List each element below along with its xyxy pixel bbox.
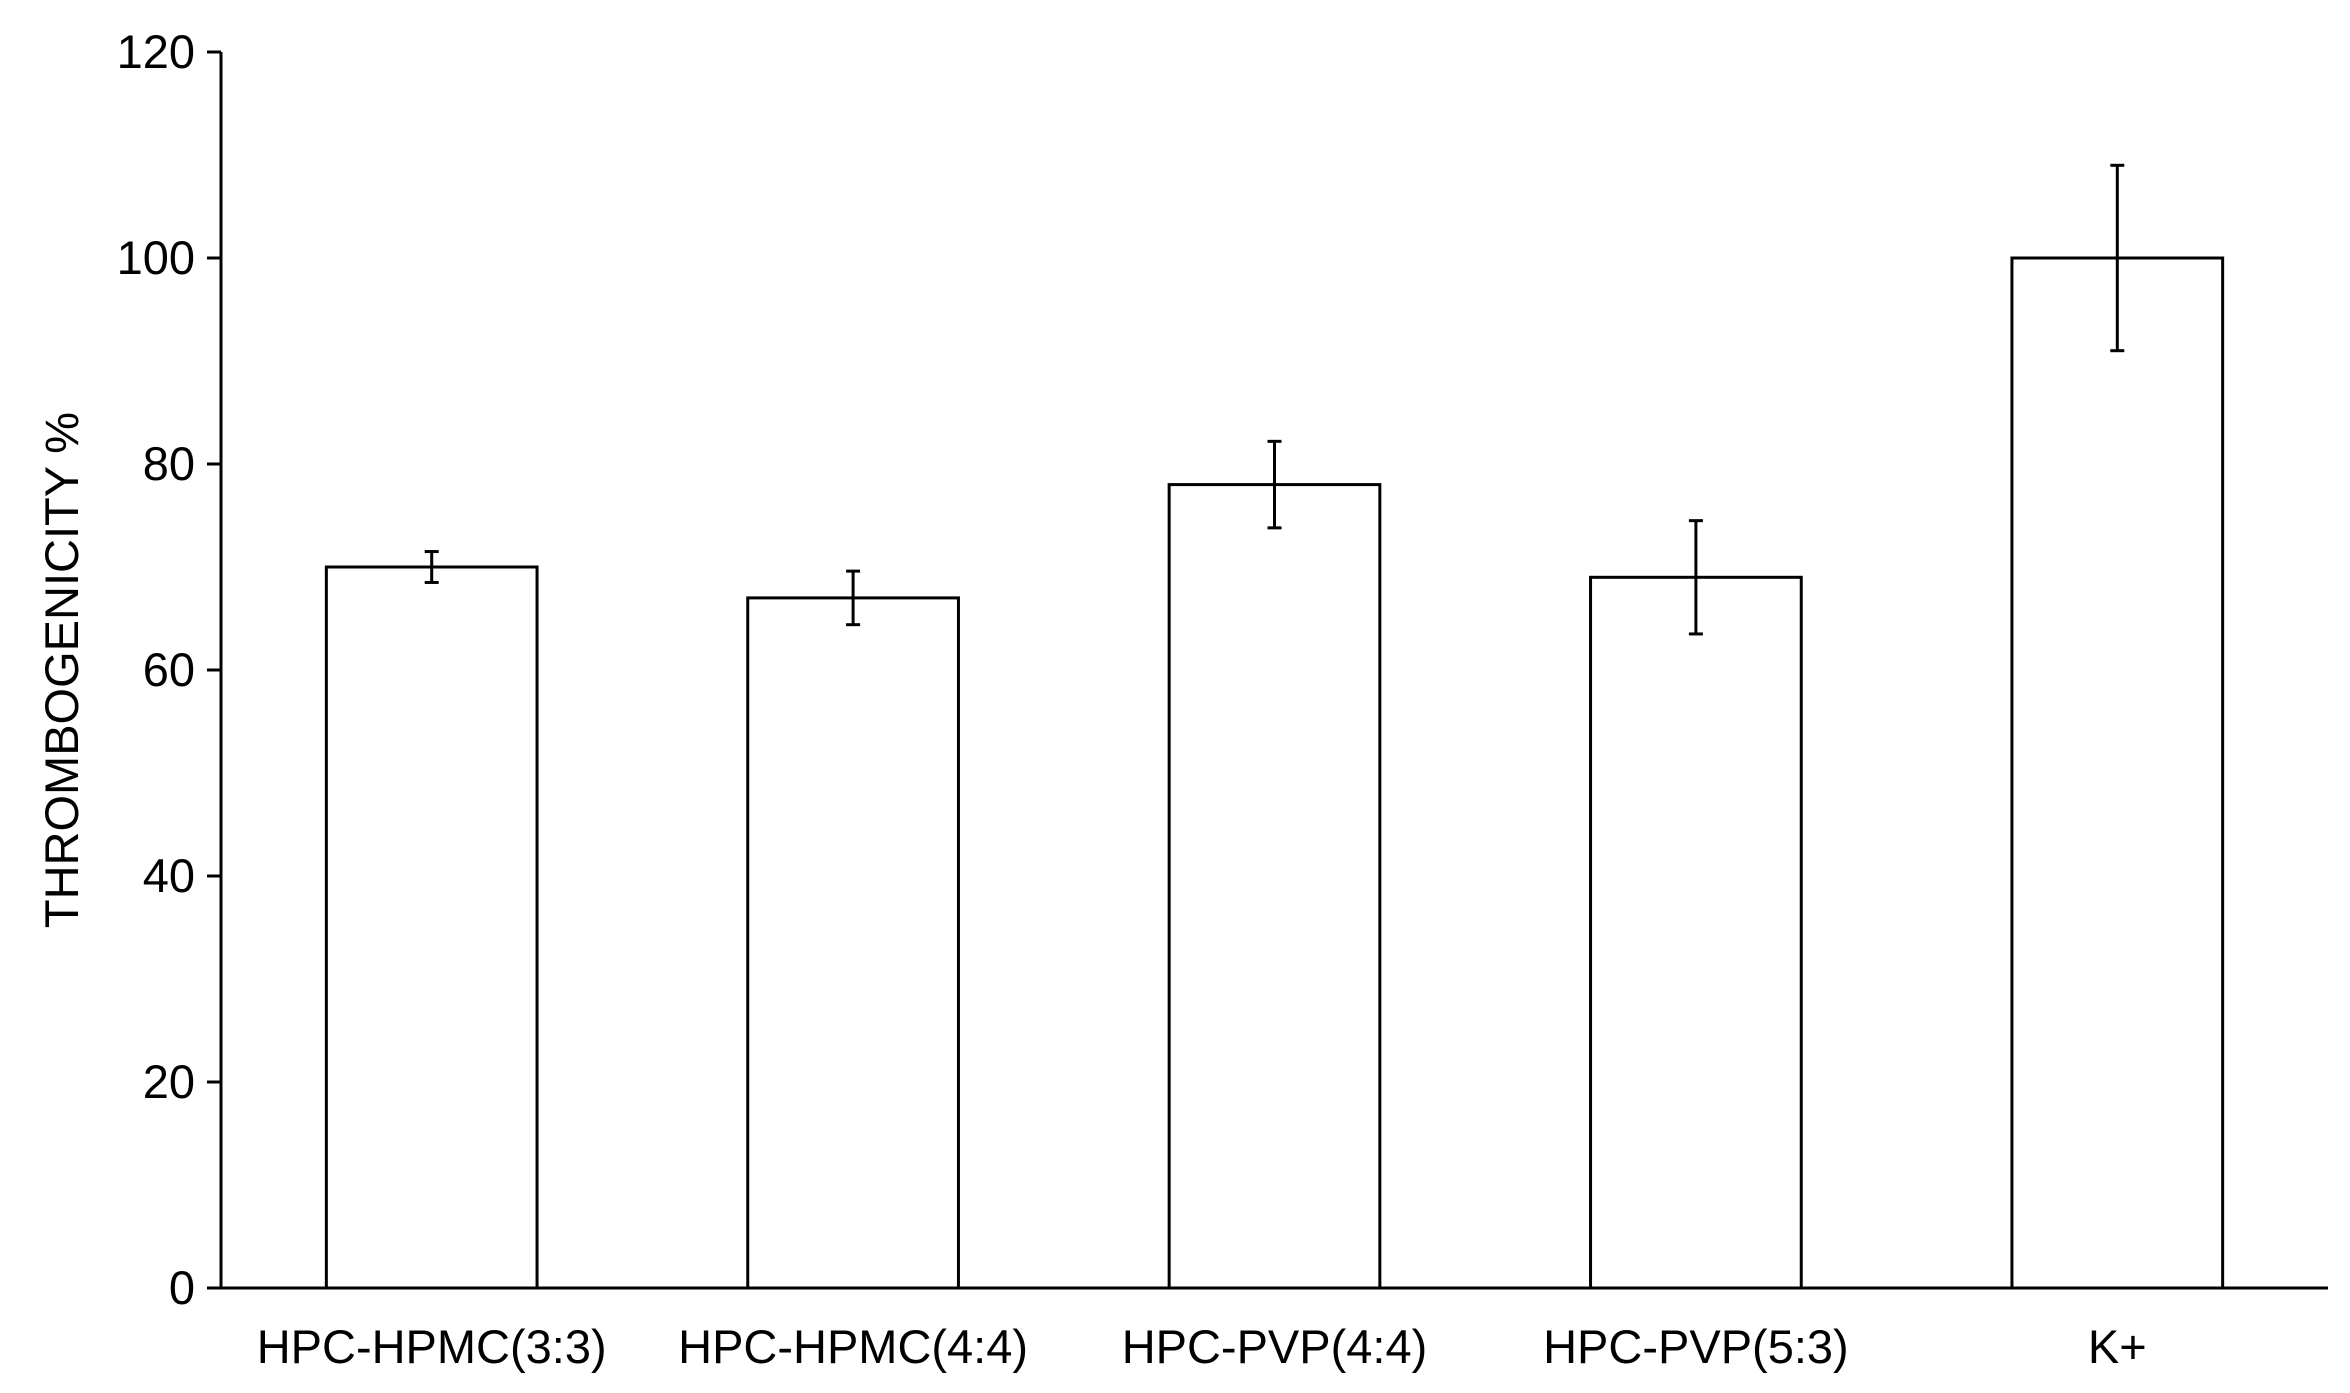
y-tick-label: 0: [169, 1261, 195, 1314]
y-tick-label: 120: [117, 25, 195, 78]
error-bar: [2110, 163, 2125, 353]
y-axis-title: THROMBOGENICITY %: [35, 412, 88, 928]
bar: [1167, 483, 1382, 1290]
error-bar: [424, 550, 439, 584]
error-bar: [1267, 439, 1282, 530]
error-bars-layer: [424, 163, 2125, 636]
bars-layer: [324, 256, 2225, 1290]
y-tick-label: 60: [143, 643, 195, 696]
bar: [746, 596, 960, 1290]
y-tick-label: 100: [117, 231, 195, 284]
x-category-label: HPC-HPMC(4:4): [678, 1320, 1028, 1373]
x-category-label: K+: [2088, 1320, 2147, 1373]
y-ticks-layer: 0 20 40 60 80 100 120: [117, 25, 221, 1314]
bar: [1589, 575, 1803, 1290]
x-labels-layer: HPC-HPMC(3:3) HPC-HPMC(4:4) HPC-PVP(4:4) HP…: [257, 1320, 2147, 1373]
x-category-label: HPC-PVP(4:4): [1122, 1320, 1428, 1373]
y-tick-label: 20: [143, 1055, 195, 1108]
x-category-label: HPC-HPMC(3:3): [257, 1320, 607, 1373]
y-tick-label: 80: [143, 437, 195, 490]
error-bar: [846, 569, 861, 627]
bar: [2010, 256, 2225, 1290]
y-tick-label: 40: [143, 849, 195, 902]
error-bar: [1688, 519, 1703, 636]
bar: [324, 565, 539, 1290]
x-category-label: HPC-PVP(5:3): [1543, 1320, 1849, 1373]
